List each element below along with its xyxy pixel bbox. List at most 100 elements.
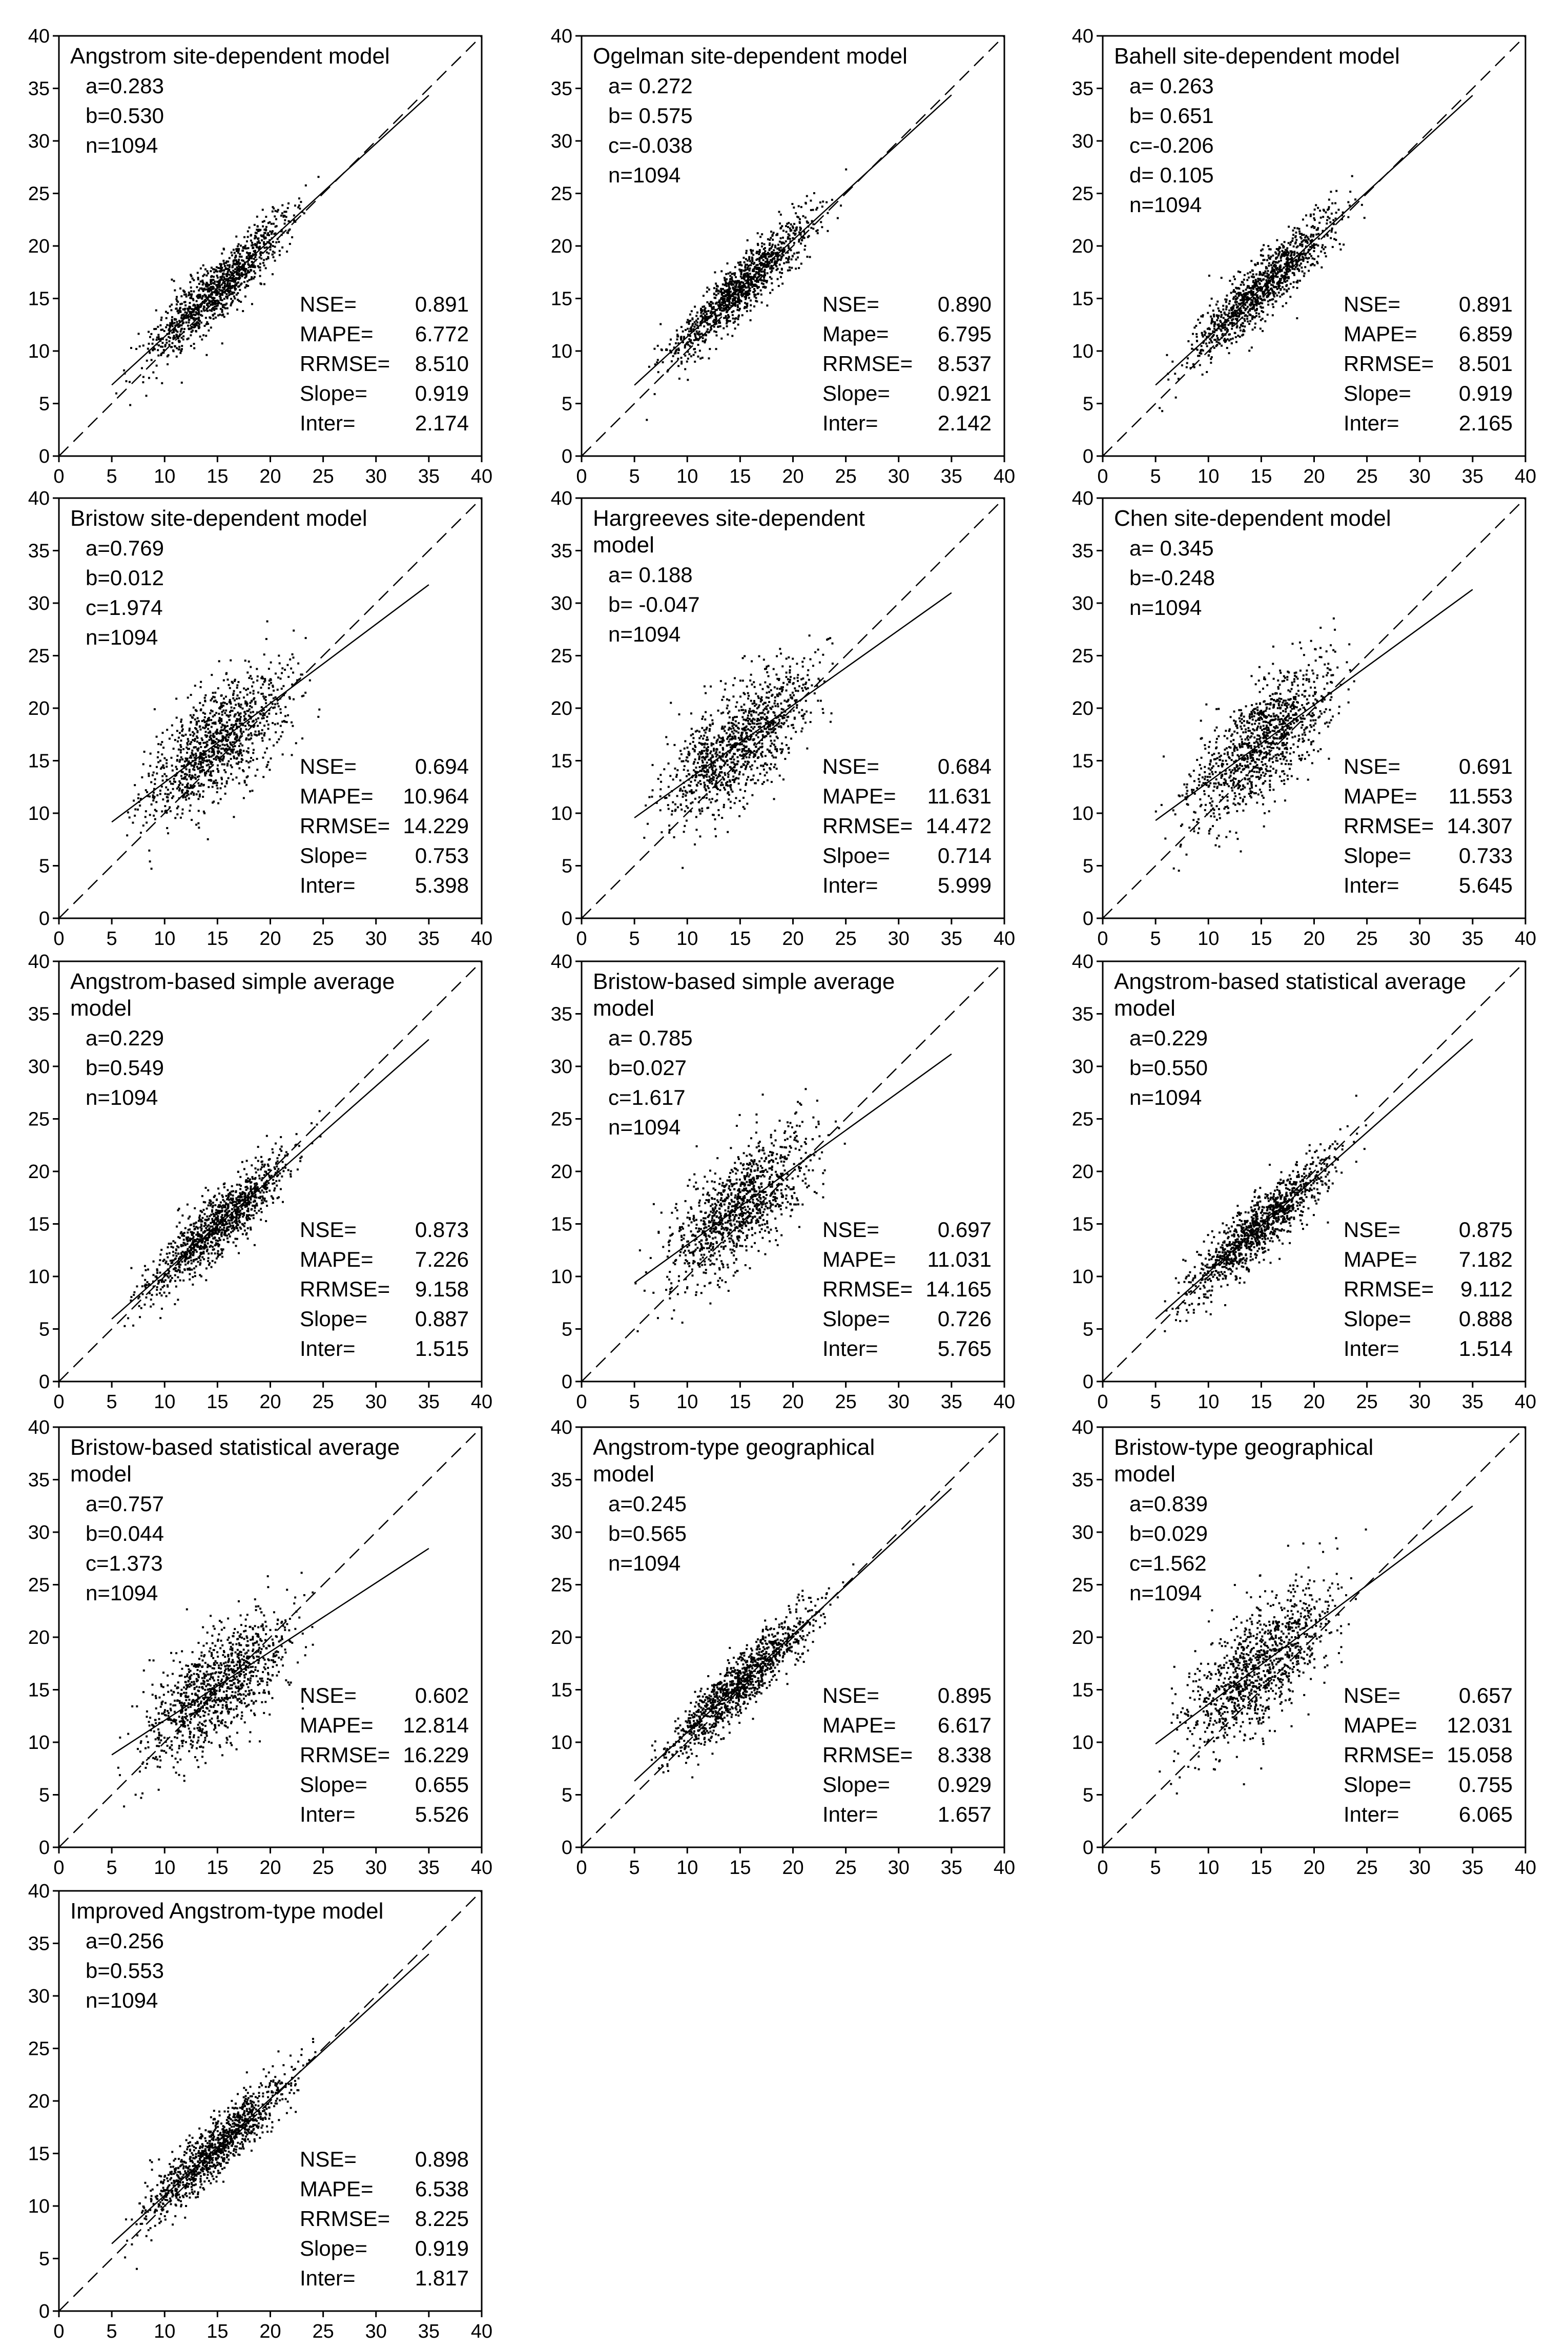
scatter-point — [702, 337, 704, 339]
scatter-point — [195, 724, 198, 726]
scatter-point — [210, 755, 213, 758]
scatter-point — [223, 303, 225, 306]
scatter-point — [1286, 265, 1289, 267]
scatter-point — [279, 711, 282, 714]
scatter-point — [1296, 279, 1299, 282]
scatter-point — [254, 700, 257, 703]
scatter-point — [203, 324, 206, 327]
scatter-point — [159, 789, 161, 792]
scatter-point — [720, 737, 723, 739]
scatter-point — [207, 298, 209, 301]
stat-value: 8.510 — [415, 352, 469, 376]
scatter-point — [1280, 257, 1282, 259]
scatter-point — [185, 312, 188, 314]
scatter-point — [765, 257, 767, 259]
scatter-point — [204, 746, 207, 749]
scatter-point — [233, 816, 235, 818]
scatter-point — [1237, 302, 1240, 305]
scatter-point — [768, 249, 771, 252]
scatter-point — [277, 705, 280, 708]
scatter-point — [230, 251, 233, 254]
scatter-point — [1333, 223, 1335, 225]
scatter-point — [254, 730, 257, 733]
x-tick-label: 35 — [418, 928, 440, 950]
scatter-point — [682, 793, 685, 795]
scatter-point — [218, 284, 220, 286]
scatter-point — [755, 264, 758, 266]
scatter-point — [229, 687, 231, 689]
stat-value: 6.795 — [938, 322, 992, 346]
x-tick-label: 20 — [259, 466, 281, 487]
scatter-point — [129, 404, 132, 406]
scatter-point — [748, 292, 750, 295]
scatter-point — [233, 278, 236, 280]
scatter-point — [781, 253, 783, 255]
scatter-point — [822, 200, 824, 203]
scatter-point — [711, 719, 714, 722]
scatter-point — [212, 692, 214, 694]
scatter-point — [748, 269, 751, 272]
scatter-point — [259, 251, 262, 254]
scatter-point — [704, 320, 706, 323]
scatter-point — [182, 335, 185, 338]
scatter-point — [720, 270, 723, 273]
scatter-point — [1195, 340, 1198, 342]
scatter-point — [178, 732, 181, 734]
scatter-point — [193, 279, 195, 281]
scatter-point — [238, 300, 240, 302]
scatter-point — [710, 325, 713, 327]
scatter-point — [820, 221, 822, 223]
scatter-point — [269, 249, 272, 251]
scatter-point — [1276, 294, 1278, 297]
scatter-point — [212, 770, 214, 772]
y-tick-label: 15 — [28, 751, 50, 772]
scatter-point — [1247, 285, 1249, 287]
scatter-point — [234, 699, 236, 702]
scatter-point — [171, 765, 173, 767]
scatter-point — [802, 717, 804, 720]
scatter-point — [277, 723, 279, 725]
scatter-point — [188, 307, 191, 310]
scatter-point — [1220, 314, 1223, 316]
scatter-point — [669, 349, 671, 352]
param-label: n=1094 — [1129, 193, 1202, 217]
scatter-point — [251, 244, 253, 246]
scatter-point — [243, 267, 245, 270]
scatter-point — [215, 779, 217, 781]
scatter-point — [751, 258, 753, 261]
scatter-point — [164, 793, 167, 795]
scatter-point — [1199, 322, 1201, 324]
scatter-point — [1347, 201, 1350, 203]
param-label: a= 0.263 — [1129, 74, 1214, 98]
scatter-point — [794, 230, 797, 232]
scatter-point — [1233, 322, 1235, 324]
scatter-point — [752, 250, 754, 252]
scatter-point — [231, 301, 234, 303]
scatter-point — [1328, 198, 1330, 201]
scatter-point — [767, 686, 770, 689]
scatter-point — [690, 326, 692, 328]
scatter-point — [228, 268, 231, 271]
scatter-point — [194, 685, 196, 687]
scatter-point — [180, 789, 183, 792]
scatter-point — [183, 773, 186, 775]
scatter-point — [210, 276, 213, 278]
scatter-point — [243, 281, 245, 283]
scatter-point — [248, 271, 251, 274]
scatter-point — [1220, 277, 1223, 279]
scatter-point — [250, 234, 252, 237]
scatter-point — [1301, 234, 1304, 236]
scatter-point — [787, 236, 789, 238]
x-tick-label: 15 — [207, 466, 228, 487]
scatter-point — [1225, 308, 1228, 311]
scatter-point — [157, 325, 159, 328]
scatter-point — [218, 281, 221, 283]
scatter-point — [169, 305, 171, 307]
scatter-point — [178, 340, 181, 343]
scatter-point — [1334, 217, 1337, 220]
scatter-point — [238, 713, 241, 715]
scatter-point — [260, 710, 263, 712]
scatter-point — [659, 788, 662, 791]
x-tick-label: 20 — [1303, 466, 1325, 487]
scatter-point — [221, 286, 224, 289]
